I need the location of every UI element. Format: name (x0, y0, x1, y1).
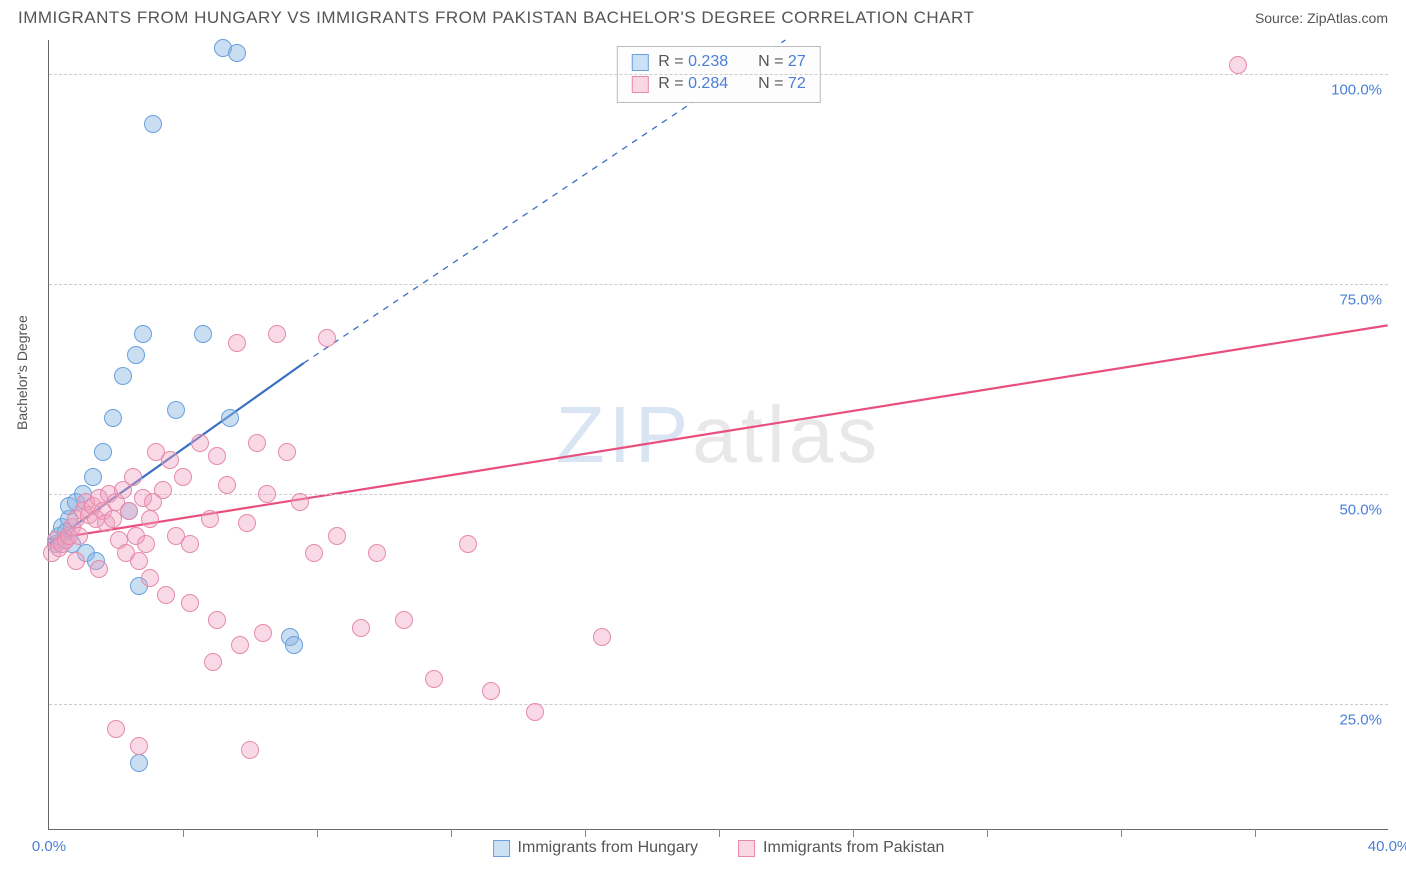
data-point (67, 552, 85, 570)
x-tick-mark (317, 829, 318, 837)
chart-plot-area: ZIPatlas R = 0.238N = 27R = 0.284N = 72 … (48, 40, 1388, 830)
data-point (228, 44, 246, 62)
legend-row: R = 0.238 N = 27 (631, 51, 805, 73)
legend-item: Immigrants from Hungary (493, 839, 699, 857)
data-point (84, 468, 102, 486)
x-tick-mark (853, 829, 854, 837)
data-point (238, 514, 256, 532)
x-tick-mark (987, 829, 988, 837)
data-point (130, 737, 148, 755)
data-point (368, 544, 386, 562)
legend-r-label: R = 0.238 (658, 51, 728, 73)
y-tick-label: 75.0% (1339, 291, 1382, 308)
data-point (221, 409, 239, 427)
legend-swatch (631, 54, 648, 71)
x-tick-mark (585, 829, 586, 837)
watermark: ZIPatlas (556, 389, 881, 481)
gridline (49, 494, 1388, 495)
data-point (174, 468, 192, 486)
data-point (161, 451, 179, 469)
legend-swatch (631, 76, 648, 93)
legend-n-label: N = 72 (758, 73, 806, 95)
data-point (201, 510, 219, 528)
x-tick-mark (719, 829, 720, 837)
legend-swatch (738, 840, 755, 857)
data-point (258, 485, 276, 503)
x-tick-mark (183, 829, 184, 837)
data-point (114, 367, 132, 385)
data-point (268, 325, 286, 343)
data-point (104, 409, 122, 427)
data-point (231, 636, 249, 654)
data-point (482, 682, 500, 700)
data-point (459, 535, 477, 553)
data-point (318, 329, 336, 347)
data-point (134, 325, 152, 343)
data-point (127, 346, 145, 364)
data-point (218, 476, 236, 494)
data-point (285, 636, 303, 654)
legend-swatch (493, 840, 510, 857)
data-point (208, 447, 226, 465)
gridline (49, 704, 1388, 705)
legend-item: Immigrants from Pakistan (738, 839, 944, 857)
data-point (254, 624, 272, 642)
data-point (194, 325, 212, 343)
data-point (208, 611, 226, 629)
data-point (241, 741, 259, 759)
data-point (107, 720, 125, 738)
data-point (144, 115, 162, 133)
data-point (352, 619, 370, 637)
data-point (130, 754, 148, 772)
data-point (141, 569, 159, 587)
y-tick-label: 25.0% (1339, 711, 1382, 728)
legend-r-label: R = 0.284 (658, 73, 728, 95)
data-point (228, 334, 246, 352)
data-point (104, 510, 122, 528)
data-point (305, 544, 323, 562)
data-point (124, 468, 142, 486)
legend-row: R = 0.284 N = 72 (631, 73, 805, 95)
data-point (328, 527, 346, 545)
x-tick-label: 0.0% (32, 838, 66, 855)
data-point (191, 434, 209, 452)
gridline (49, 284, 1388, 285)
data-point (157, 586, 175, 604)
y-tick-label: 100.0% (1331, 81, 1382, 98)
x-tick-mark (451, 829, 452, 837)
data-point (130, 552, 148, 570)
data-point (181, 535, 199, 553)
trend-lines (49, 40, 1388, 829)
data-point (248, 434, 266, 452)
series-legend: Immigrants from Hungary Immigrants from P… (493, 839, 945, 857)
data-point (70, 527, 88, 545)
chart-source: Source: ZipAtlas.com (1255, 10, 1388, 26)
data-point (526, 703, 544, 721)
legend-label: Immigrants from Pakistan (763, 839, 944, 857)
data-point (395, 611, 413, 629)
legend-label: Immigrants from Hungary (518, 839, 699, 857)
y-tick-label: 50.0% (1339, 501, 1382, 518)
data-point (141, 510, 159, 528)
data-point (94, 443, 112, 461)
data-point (1229, 56, 1247, 74)
legend-n-label: N = 27 (758, 51, 806, 73)
data-point (181, 594, 199, 612)
x-tick-label: 40.0% (1368, 838, 1406, 855)
data-point (593, 628, 611, 646)
data-point (425, 670, 443, 688)
x-tick-mark (1121, 829, 1122, 837)
x-tick-mark (1255, 829, 1256, 837)
gridline (49, 74, 1388, 75)
data-point (278, 443, 296, 461)
data-point (291, 493, 309, 511)
data-point (137, 535, 155, 553)
data-point (154, 481, 172, 499)
y-axis-label: Bachelor's Degree (14, 315, 30, 430)
chart-title: IMMIGRANTS FROM HUNGARY VS IMMIGRANTS FR… (18, 8, 974, 28)
data-point (204, 653, 222, 671)
data-point (90, 560, 108, 578)
data-point (167, 401, 185, 419)
